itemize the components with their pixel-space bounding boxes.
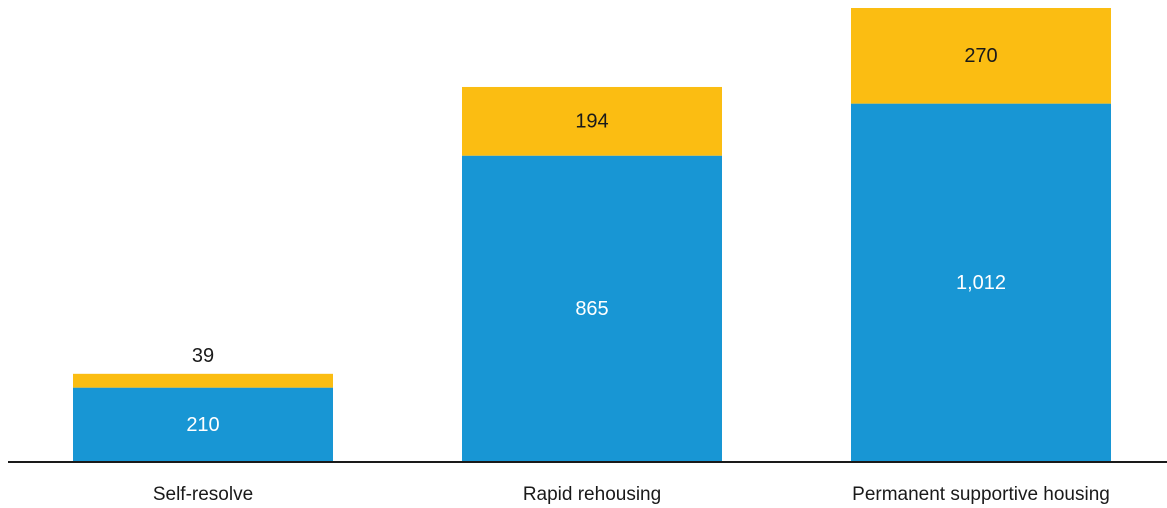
bar-permanent-supportive-housing-segment-2 <box>851 8 1111 104</box>
data-label-self-resolve-segment-1: 210 <box>186 414 219 436</box>
bars-group <box>73 8 1111 463</box>
bar-self-resolve-segment-2 <box>73 373 333 388</box>
data-label-permanent-supportive-housing-segment-2: 270 <box>964 45 997 67</box>
data-label-permanent-supportive-housing-segment-1: 1,012 <box>956 272 1006 294</box>
data-label-rapid-rehousing-segment-1: 865 <box>575 298 608 320</box>
category-label-rapid-rehousing: Rapid rehousing <box>523 484 661 505</box>
data-label-self-resolve-segment-2: 39 <box>192 345 214 367</box>
category-label-permanent-supportive-housing: Permanent supportive housing <box>852 484 1110 505</box>
bar-self-resolve-segment-1 <box>73 387 333 462</box>
data-label-rapid-rehousing-segment-2: 194 <box>575 110 608 132</box>
bar-rapid-rehousing-segment-2 <box>462 86 722 156</box>
category-labels-group: Self-resolve Rapid rehousing Permanent sup… <box>153 484 1110 505</box>
bar-permanent-supportive-housing-segment-1 <box>851 103 1111 463</box>
category-label-self-resolve: Self-resolve <box>153 484 253 505</box>
data-labels-group: 210 39 865 194 1,012 270 <box>186 45 1006 436</box>
bar-rapid-rehousing-segment-1 <box>462 155 722 462</box>
